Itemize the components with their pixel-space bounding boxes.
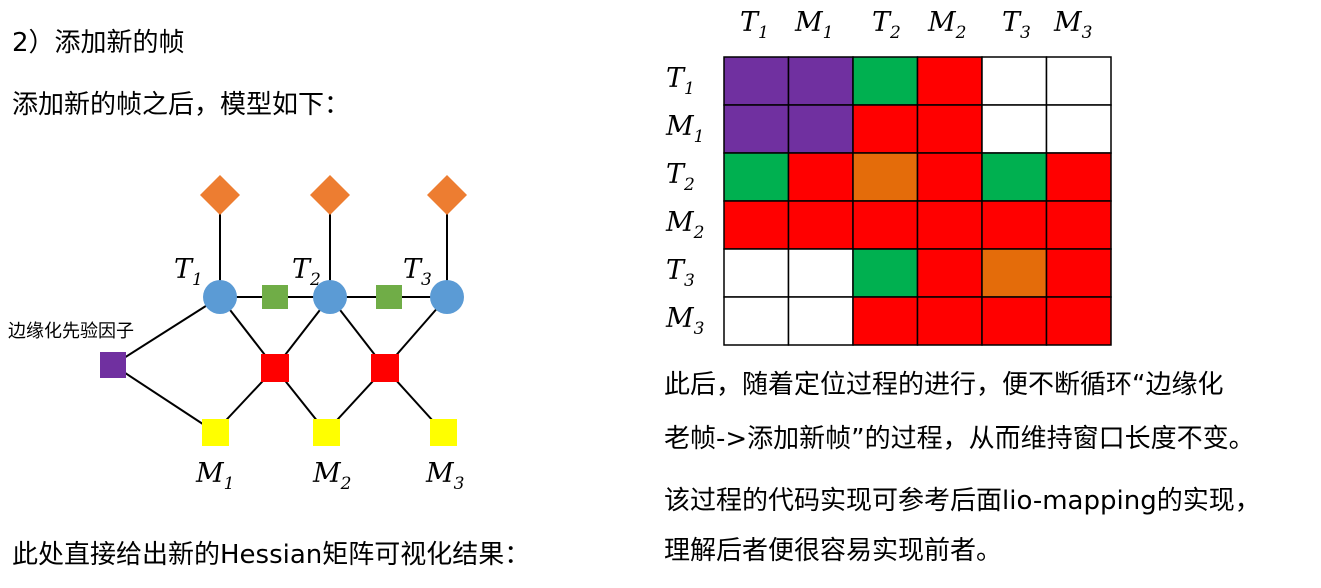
paragraph-2: 该过程的代码实现可参考后面lio-mapping的实现， 理解后者便很容易实现前… [664, 478, 1261, 574]
bias-label-2: M2 [312, 458, 351, 494]
matrix-col-label-4: M2 [927, 7, 966, 43]
factor-graph-diagram: 边缘化先验因子 T1 T2 T3 M1 M2 M3 [8, 175, 467, 494]
matrix-cell-r2-c4 [916, 104, 983, 154]
matrix-cell-r4-c1 [723, 200, 790, 250]
matrix-column-labels: T1 M1 T2 M2 T3 M3 [740, 7, 1092, 43]
matrix-cell-r6-c1 [723, 296, 790, 346]
green-factor-2 [376, 285, 402, 309]
matrix-cell-r1-c1 [723, 56, 790, 106]
matrix-col-label-3: T2 [872, 7, 901, 43]
matrix-cell-r2-c2 [787, 104, 854, 154]
matrix-cell-r1-c4 [916, 56, 983, 106]
matrix-cell-r3-c2 [787, 152, 854, 202]
matrix-cell-r2-c3 [852, 104, 919, 154]
section-heading: 2）添加新的帧 [12, 28, 185, 58]
paragraph-1: 此后，随着定位过程的进行，便不断循环“边缘化 老帧->添加新帧”的过程，从而维持… [664, 362, 1255, 462]
paragraph-1-line-1: 此后，随着定位过程的进行，便不断循环“边缘化 [664, 370, 1224, 400]
matrix-cell-r3-c6 [1045, 152, 1112, 202]
bias-node-3 [430, 419, 457, 446]
matrix-cell-r6-c6 [1045, 296, 1112, 346]
intro-text: 添加新的帧之后，模型如下： [12, 90, 351, 120]
prior-factor [100, 352, 126, 378]
prior-factor-label: 边缘化先验因子 [8, 321, 134, 342]
matrix-row-label-5: T3 [666, 255, 695, 291]
matrix-cell-r4-c4 [916, 200, 983, 250]
matrix-cell-r6-c4 [916, 296, 983, 346]
matrix-cell-r3-c5 [981, 152, 1048, 202]
matrix-row-label-4: M2 [665, 207, 704, 243]
pose-label-1: T1 [174, 254, 203, 290]
paragraph-1-line-2: 老帧->添加新帧”的过程，从而维持窗口长度不变。 [664, 424, 1255, 454]
matrix-cell-r6-c5 [981, 296, 1048, 346]
bias-label-3: M3 [425, 458, 464, 494]
matrix-row-label-6: M3 [665, 303, 704, 339]
paragraph-2-line-2: 理解后者便很容易实现前者。 [664, 536, 1003, 566]
pose-label-2: T2 [292, 254, 321, 290]
matrix-cell-r5-c5 [981, 248, 1048, 298]
matrix-cell-r6-c2 [787, 296, 854, 346]
matrix-cell-r1-c5 [981, 56, 1048, 106]
matrix-cell-r1-c2 [787, 56, 854, 106]
matrix-cell-r2-c1 [723, 104, 790, 154]
matrix-cell-r3-c1 [723, 152, 790, 202]
matrix-cell-r2-c5 [981, 104, 1048, 154]
red-factor-2 [371, 354, 399, 382]
matrix-col-label-5: T3 [1002, 7, 1031, 43]
landmark-diamond-2 [310, 175, 350, 215]
bias-label-1: M1 [195, 458, 234, 494]
matrix-cells [723, 56, 1112, 346]
bias-node-2 [313, 419, 340, 446]
matrix-cell-r1-c3 [852, 56, 919, 106]
matrix-cell-r4-c2 [787, 200, 854, 250]
matrix-row-labels: T1 M1 T2 M2 T3 M3 [665, 63, 704, 339]
pose-node-3 [430, 280, 464, 314]
matrix-row-label-2: M1 [665, 111, 704, 147]
pose-node-2 [313, 280, 347, 314]
bias-node-1 [202, 419, 229, 446]
pose-node-1 [203, 280, 237, 314]
matrix-cell-r5-c2 [787, 248, 854, 298]
edges [112, 195, 448, 433]
matrix-cell-r5-c6 [1045, 248, 1112, 298]
green-factor-1 [262, 285, 288, 309]
matrix-cell-r5-c4 [916, 248, 983, 298]
matrix-col-label-2: M1 [794, 7, 833, 43]
matrix-cell-r4-c6 [1045, 200, 1112, 250]
matrix-cell-r3-c4 [916, 152, 983, 202]
matrix-row-label-3: T2 [666, 159, 695, 195]
paragraph-2-line-1: 该过程的代码实现可参考后面lio-mapping的实现， [664, 486, 1261, 516]
hessian-matrix-figure: T1 M1 T2 M2 T3 M3 T1 M1 T2 M2 T3 M3 [665, 7, 1112, 346]
matrix-cell-r2-c6 [1045, 104, 1112, 154]
hessian-caption: 此处直接给出新的Hessian矩阵可视化结果： [12, 540, 531, 570]
matrix-cell-r3-c3 [852, 152, 919, 202]
matrix-col-label-6: M3 [1053, 7, 1092, 43]
pose-label-3: T3 [403, 254, 432, 290]
matrix-col-label-1: T1 [740, 7, 769, 43]
matrix-cell-r1-c6 [1045, 56, 1112, 106]
matrix-cell-r4-c3 [852, 200, 919, 250]
red-factor-1 [261, 354, 289, 382]
matrix-cell-r5-c1 [723, 248, 790, 298]
landmark-diamond-1 [200, 175, 240, 215]
matrix-row-label-1: T1 [666, 63, 695, 99]
matrix-cell-r4-c5 [981, 200, 1048, 250]
matrix-cell-r5-c3 [852, 248, 919, 298]
matrix-cell-r6-c3 [852, 296, 919, 346]
landmark-diamond-3 [427, 175, 467, 215]
